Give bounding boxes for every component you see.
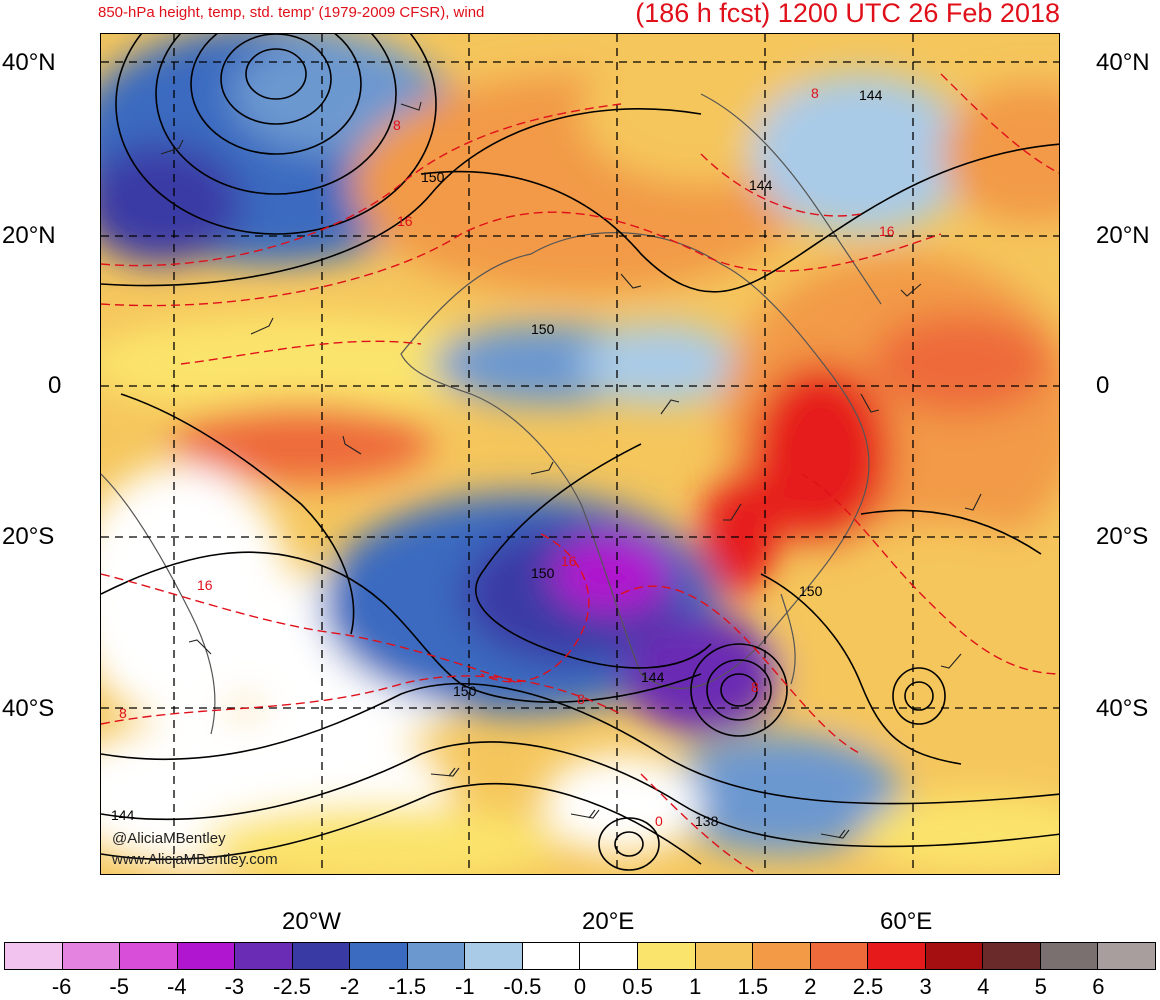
- lat-label-left: 0: [48, 372, 62, 399]
- colorbar-tick-label: -1: [455, 974, 475, 999]
- temp-label: 8: [751, 679, 759, 695]
- colorbar-tick-label: 3: [919, 974, 932, 999]
- height-label: 150: [799, 583, 823, 599]
- colorbar-tick-label: 6: [1092, 974, 1105, 999]
- map-subtitle: 850-hPa height, temp, std. temp' (1979-2…: [98, 4, 485, 21]
- height-label: 150: [531, 321, 555, 337]
- height-label: 144: [749, 177, 773, 193]
- lat-label-right: 40°N: [1096, 49, 1150, 76]
- colorbar-swatch: [465, 943, 523, 969]
- colorbar-swatch: [350, 943, 408, 969]
- temp-label: 16: [561, 553, 577, 569]
- temp-label: 8: [811, 85, 819, 101]
- lat-label-right: 40°S: [1096, 695, 1149, 722]
- height-label: 150: [453, 683, 477, 699]
- height-label: 150: [421, 169, 445, 185]
- colorbar-swatch: [638, 943, 696, 969]
- colorbar-tick-label: 4: [977, 974, 990, 999]
- height-label: 138: [695, 813, 719, 829]
- colorbar-tick-label: -4: [167, 974, 187, 999]
- colorbar-tick-label: -5: [109, 974, 129, 999]
- map-canvas: 144 150 150 144 150 150 150 144 144 138 …: [101, 34, 1059, 874]
- colorbar-swatch: [1040, 943, 1099, 969]
- colorbar-tick-label: 2: [804, 974, 817, 999]
- height-label: 150: [531, 565, 555, 581]
- temp-label: 8: [393, 117, 401, 133]
- temp-label: 16: [397, 213, 413, 229]
- colorbar-tick-label: -6: [51, 974, 72, 999]
- colorbar-swatch: [753, 943, 811, 969]
- lon-label: 20°W: [282, 908, 341, 935]
- lat-label-left: 40°S: [2, 695, 55, 722]
- temperature-contours: [101, 73, 1059, 874]
- map-frame: 144 150 150 144 150 150 150 144 144 138 …: [100, 33, 1060, 875]
- height-label: 144: [641, 669, 665, 685]
- colorbar-tick-label: -3: [224, 974, 245, 999]
- temp-label: 16: [879, 223, 895, 239]
- lat-label-left: 20°S: [2, 523, 55, 550]
- colorbar-swatch: [407, 943, 466, 969]
- temp-label: 8: [577, 691, 585, 707]
- colorbar-swatch: [695, 943, 754, 969]
- graticule: [101, 34, 1059, 874]
- credit-website: www.AliciaMBentley.com: [112, 851, 278, 868]
- temperature-anomaly-field: [101, 34, 1059, 874]
- lat-label-left: 40°N: [2, 49, 56, 76]
- colorbar-swatch: [177, 943, 236, 969]
- colorbar: [4, 942, 1156, 970]
- colorbar-swatch: [120, 943, 178, 969]
- colorbar-tick-label: 5: [1034, 974, 1047, 999]
- colorbar-swatch: [292, 943, 351, 969]
- credit-handle: @AliciaMBentley: [112, 830, 226, 847]
- height-label: 144: [859, 87, 883, 103]
- contour-value-labels: 144 150 150 144 150 150 150 144 144 138 …: [111, 85, 895, 829]
- colorbar-tick-label: -1.5: [388, 974, 427, 999]
- colorbar-swatch: [1098, 943, 1155, 969]
- colorbar-tick-label: -2: [339, 974, 360, 999]
- colorbar-tick-label: 1: [689, 974, 702, 999]
- colorbar-swatch: [580, 943, 639, 969]
- map-title: (186 h fcst) 1200 UTC 26 Feb 2018: [635, 0, 1060, 28]
- colorbar-tick-label: 2.5: [852, 974, 884, 999]
- colorbar-tick-label: -0.5: [503, 974, 542, 999]
- lat-label-left: 20°N: [2, 222, 56, 249]
- colorbar-swatch: [925, 943, 984, 969]
- lon-label: 60°E: [880, 908, 933, 935]
- height-contours: [101, 34, 1059, 871]
- colorbar-swatch: [868, 943, 926, 969]
- colorbar-tick-label: -2.5: [273, 974, 311, 999]
- colorbar-swatch: [235, 943, 293, 969]
- colorbar-swatch: [5, 943, 63, 969]
- colorbar-tick-label: 1.5: [737, 974, 769, 999]
- colorbar-swatch: [62, 943, 121, 969]
- temp-label: 0: [655, 813, 663, 829]
- height-label: 144: [111, 807, 135, 823]
- colorbar-swatch: [810, 943, 869, 969]
- colorbar-swatch: [983, 943, 1041, 969]
- lon-label: 20°E: [582, 908, 635, 935]
- wind-barbs: [160, 101, 982, 839]
- lat-label-right: 20°S: [1096, 523, 1149, 550]
- temp-label: 16: [197, 577, 213, 593]
- temp-label: 8: [119, 705, 127, 721]
- colorbar-tick-label: 0.5: [622, 974, 653, 999]
- colorbar-swatch: [522, 943, 581, 969]
- colorbar-tick-label: 0: [573, 974, 587, 999]
- lat-label-right: 0: [1096, 372, 1110, 399]
- land-outlines: [101, 93, 882, 735]
- lat-label-right: 20°N: [1096, 222, 1150, 249]
